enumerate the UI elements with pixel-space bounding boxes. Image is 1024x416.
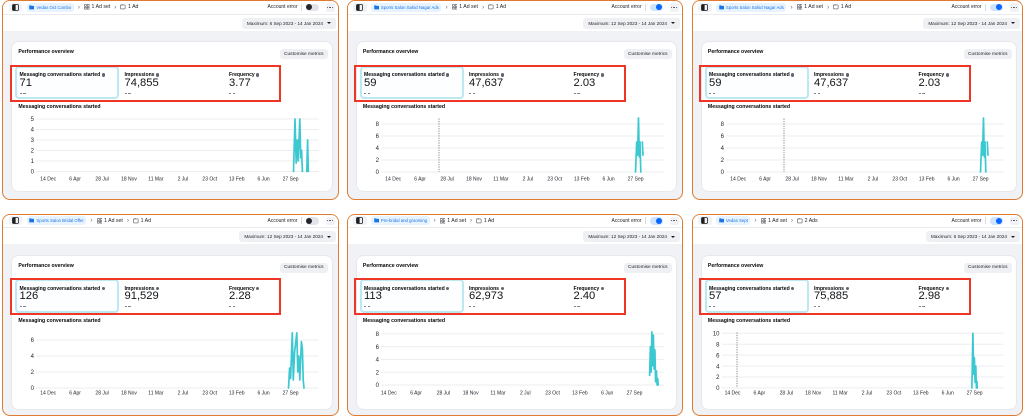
svg-text:6 Apr: 6 Apr: [69, 176, 81, 182]
svg-text:10: 10: [712, 331, 719, 337]
svg-text:23 Oct: 23 Oct: [545, 390, 560, 396]
svg-text:28 Jul: 28 Jul: [779, 390, 792, 396]
svg-text:28 Jul: 28 Jul: [440, 176, 453, 182]
svg-text:1: 1: [31, 159, 35, 165]
svg-text:0: 0: [31, 170, 35, 176]
svg-text:4: 4: [31, 128, 35, 134]
svg-text:14 Dec: 14 Dec: [40, 176, 56, 182]
svg-text:8: 8: [720, 122, 724, 128]
svg-text:14 Dec: 14 Dec: [40, 390, 56, 396]
svg-text:6 Jun: 6 Jun: [257, 176, 269, 182]
svg-text:13 Feb: 13 Feb: [229, 176, 245, 182]
svg-text:18 Nov: 18 Nov: [121, 176, 137, 182]
svg-text:2 Jul: 2 Jul: [178, 176, 189, 182]
svg-text:28 Jul: 28 Jul: [785, 176, 798, 182]
svg-text:27 Sep: 27 Sep: [283, 176, 299, 182]
svg-text:13 Feb: 13 Feb: [229, 390, 245, 396]
svg-text:6 Apr: 6 Apr: [753, 390, 765, 396]
svg-text:0: 0: [31, 386, 35, 392]
svg-text:28 Jul: 28 Jul: [436, 390, 449, 396]
svg-text:13 Feb: 13 Feb: [572, 390, 588, 396]
svg-text:8: 8: [375, 122, 379, 128]
svg-text:14 Dec: 14 Dec: [730, 176, 746, 182]
svg-text:18 Nov: 18 Nov: [466, 176, 482, 182]
svg-text:2: 2: [375, 158, 379, 164]
svg-text:6: 6: [720, 134, 724, 140]
svg-text:5: 5: [31, 117, 35, 123]
svg-text:4: 4: [716, 364, 720, 370]
svg-text:2: 2: [375, 370, 379, 376]
svg-text:2: 2: [720, 158, 724, 164]
svg-text:14 Dec: 14 Dec: [724, 390, 740, 396]
svg-text:6: 6: [716, 353, 720, 359]
svg-text:2 Jul: 2 Jul: [522, 176, 533, 182]
svg-text:6 Jun: 6 Jun: [941, 390, 953, 396]
svg-text:6: 6: [375, 134, 379, 140]
svg-text:18 Nov: 18 Nov: [121, 390, 137, 396]
svg-text:2 Jul: 2 Jul: [178, 390, 189, 396]
svg-text:23 Oct: 23 Oct: [886, 390, 901, 396]
svg-text:6 Jun: 6 Jun: [602, 176, 614, 182]
svg-text:0: 0: [716, 386, 720, 392]
svg-text:18 Nov: 18 Nov: [811, 176, 827, 182]
svg-text:11 Mar: 11 Mar: [832, 390, 848, 396]
svg-text:18 Nov: 18 Nov: [462, 390, 478, 396]
svg-text:28 Jul: 28 Jul: [95, 390, 108, 396]
svg-text:6: 6: [375, 344, 379, 350]
svg-text:27 Sep: 27 Sep: [283, 390, 299, 396]
svg-text:11 Mar: 11 Mar: [148, 390, 164, 396]
svg-text:6 Apr: 6 Apr: [414, 176, 426, 182]
svg-text:3: 3: [31, 138, 35, 144]
svg-text:2 Jul: 2 Jul: [867, 176, 878, 182]
svg-text:6 Apr: 6 Apr: [759, 176, 771, 182]
svg-text:27 Sep: 27 Sep: [972, 176, 988, 182]
svg-text:27 Sep: 27 Sep: [966, 390, 982, 396]
svg-text:11 Mar: 11 Mar: [490, 390, 506, 396]
svg-text:8: 8: [375, 332, 379, 338]
svg-text:11 Mar: 11 Mar: [148, 176, 164, 182]
svg-text:2: 2: [716, 375, 720, 381]
svg-text:4: 4: [720, 146, 724, 152]
svg-text:6 Jun: 6 Jun: [257, 390, 269, 396]
svg-text:6: 6: [31, 338, 35, 344]
svg-text:4: 4: [31, 354, 35, 360]
svg-text:6 Jun: 6 Jun: [947, 176, 959, 182]
svg-text:23 Oct: 23 Oct: [547, 176, 562, 182]
svg-text:2: 2: [31, 149, 35, 155]
svg-text:23 Oct: 23 Oct: [892, 176, 907, 182]
svg-text:6 Jun: 6 Jun: [601, 390, 613, 396]
svg-text:11 Mar: 11 Mar: [838, 176, 854, 182]
svg-text:8: 8: [716, 342, 720, 348]
svg-text:4: 4: [375, 146, 379, 152]
svg-text:27 Sep: 27 Sep: [627, 176, 643, 182]
svg-text:11 Mar: 11 Mar: [493, 176, 509, 182]
svg-text:28 Jul: 28 Jul: [95, 176, 108, 182]
svg-text:2: 2: [31, 370, 35, 376]
svg-text:23 Oct: 23 Oct: [202, 176, 217, 182]
svg-text:0: 0: [375, 170, 379, 176]
svg-text:23 Oct: 23 Oct: [202, 390, 217, 396]
svg-text:27 Sep: 27 Sep: [626, 390, 642, 396]
svg-text:14 Dec: 14 Dec: [380, 390, 396, 396]
svg-text:4: 4: [375, 357, 379, 363]
svg-text:18 Nov: 18 Nov: [805, 390, 821, 396]
svg-text:6 Apr: 6 Apr: [69, 390, 81, 396]
svg-text:13 Feb: 13 Feb: [913, 390, 929, 396]
svg-text:2 Jul: 2 Jul: [520, 390, 531, 396]
svg-text:0: 0: [720, 170, 724, 176]
svg-text:14 Dec: 14 Dec: [385, 176, 401, 182]
svg-text:13 Feb: 13 Feb: [918, 176, 934, 182]
svg-text:2 Jul: 2 Jul: [861, 390, 872, 396]
svg-text:6 Apr: 6 Apr: [410, 390, 422, 396]
svg-text:0: 0: [375, 383, 379, 389]
svg-text:13 Feb: 13 Feb: [573, 176, 589, 182]
